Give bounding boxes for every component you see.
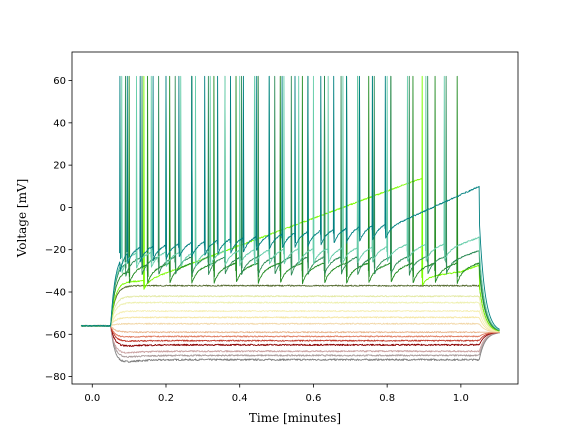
x-tick-label: 1.0 — [453, 393, 469, 404]
y-tick-label: −20 — [45, 245, 66, 256]
series-line-0 — [80, 324, 500, 363]
series-line-11 — [80, 295, 500, 332]
y-tick-label: 0 — [60, 203, 66, 214]
y-tick-label: 40 — [53, 118, 66, 129]
y-tick-label: −60 — [45, 330, 66, 341]
y-tick-label: 60 — [53, 76, 66, 87]
series-line-9 — [80, 309, 500, 333]
y-axis: −80 −60 −40 −20 0 20 40 60 — [45, 76, 72, 383]
series-line-10 — [81, 301, 500, 332]
x-axis-label: Time [minutes] — [249, 411, 341, 425]
x-tick-label: 0.0 — [84, 393, 100, 404]
series-line-12 — [80, 284, 500, 332]
y-tick-label: −80 — [45, 372, 66, 383]
series-line-6 — [80, 324, 500, 334]
series-line-1 — [81, 324, 500, 358]
series-line-5 — [80, 324, 500, 338]
x-axis: 0.0 0.2 0.4 0.6 0.8 1.0 — [84, 384, 469, 404]
x-tick-label: 0.6 — [305, 393, 321, 404]
series-line-7 — [80, 322, 500, 333]
x-tick-label: 0.4 — [232, 393, 248, 404]
series-line-4 — [80, 324, 500, 343]
y-axis-label: Voltage [mV] — [15, 179, 29, 259]
series-line-17 — [80, 75, 500, 330]
plot-frame — [71, 51, 519, 385]
series-line-13 — [80, 75, 500, 332]
series-line-16 — [81, 75, 500, 331]
x-tick-label: 0.8 — [379, 393, 395, 404]
series-layer — [80, 75, 500, 363]
series-line-2 — [80, 324, 500, 354]
x-tick-label: 0.2 — [158, 393, 174, 404]
series-line-8 — [81, 316, 500, 333]
series-line-3 — [80, 324, 500, 347]
y-tick-label: −40 — [45, 288, 66, 299]
y-tick-label: 20 — [53, 161, 66, 172]
